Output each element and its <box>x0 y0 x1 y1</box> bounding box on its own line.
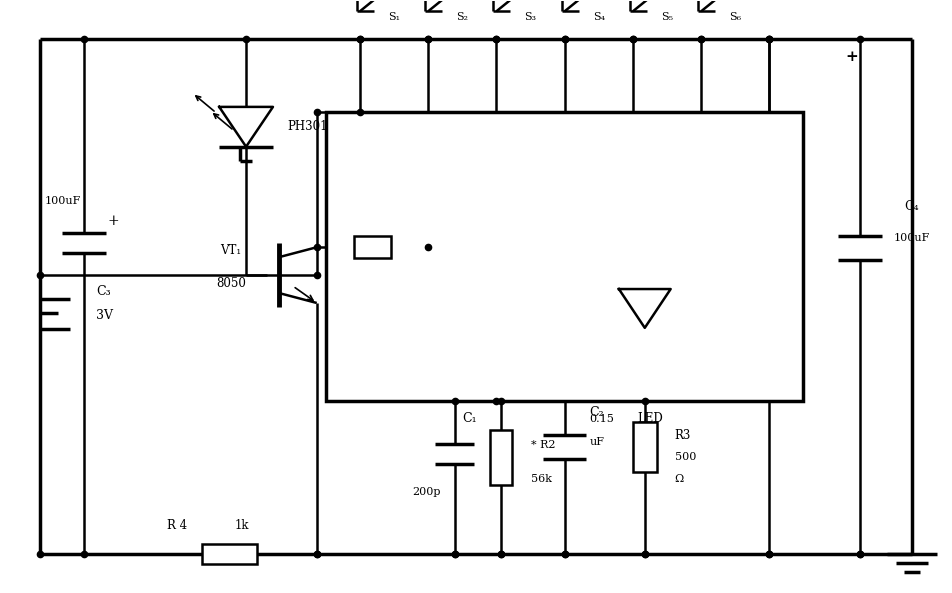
Text: 4: 4 <box>561 375 568 385</box>
Text: 3: 3 <box>493 375 500 385</box>
Text: S₆: S₆ <box>729 12 742 23</box>
Text: 14: 14 <box>352 127 367 137</box>
Text: 5: 5 <box>629 375 636 385</box>
Text: 6: 6 <box>698 375 704 385</box>
Bar <box>202 544 256 564</box>
Text: 100uF: 100uF <box>45 196 81 206</box>
Text: LED: LED <box>637 412 663 425</box>
Text: 1: 1 <box>356 375 364 385</box>
Text: VT₁: VT₁ <box>221 244 242 257</box>
Bar <box>633 422 657 472</box>
Text: 13: 13 <box>421 127 435 137</box>
Text: C₂: C₂ <box>589 406 605 419</box>
Text: uF: uF <box>589 437 605 447</box>
Text: 1k: 1k <box>234 519 248 533</box>
Text: C₄: C₄ <box>904 200 920 213</box>
Text: 10: 10 <box>625 127 640 137</box>
Text: 150 Ω: 150 Ω <box>355 272 389 282</box>
Text: S₃: S₃ <box>525 12 537 23</box>
Text: S₂: S₂ <box>456 12 468 23</box>
Text: 56k: 56k <box>531 474 552 484</box>
Text: 3V: 3V <box>96 310 113 323</box>
Text: 7: 7 <box>765 375 773 385</box>
Text: 8050: 8050 <box>216 276 246 289</box>
Text: 9: 9 <box>698 127 704 137</box>
Text: C₃: C₃ <box>96 285 110 298</box>
Text: C₁: C₁ <box>463 412 477 425</box>
Text: * R2: * R2 <box>531 440 556 450</box>
Text: S₅: S₅ <box>661 12 673 23</box>
Text: 12: 12 <box>489 127 504 137</box>
Text: 2: 2 <box>425 375 431 385</box>
Text: S₄: S₄ <box>593 12 605 23</box>
Text: +: + <box>108 214 120 228</box>
Text: R 1: R 1 <box>363 213 383 226</box>
Text: Ω: Ω <box>675 474 684 484</box>
Text: 100uF: 100uF <box>894 233 930 243</box>
Text: +: + <box>846 50 859 64</box>
Bar <box>490 430 512 484</box>
Text: S₁: S₁ <box>388 12 400 23</box>
Bar <box>353 236 391 258</box>
Text: PH301: PH301 <box>288 120 328 133</box>
Text: R 4: R 4 <box>168 519 188 533</box>
Text: 500: 500 <box>675 452 696 462</box>
Text: R3: R3 <box>675 429 691 442</box>
Text: LC2190: LC2190 <box>526 239 604 257</box>
Text: 200p: 200p <box>412 487 441 497</box>
Text: 0.15: 0.15 <box>589 415 614 425</box>
Bar <box>326 112 803 400</box>
Text: 8: 8 <box>765 127 773 137</box>
Text: 11: 11 <box>558 127 572 137</box>
